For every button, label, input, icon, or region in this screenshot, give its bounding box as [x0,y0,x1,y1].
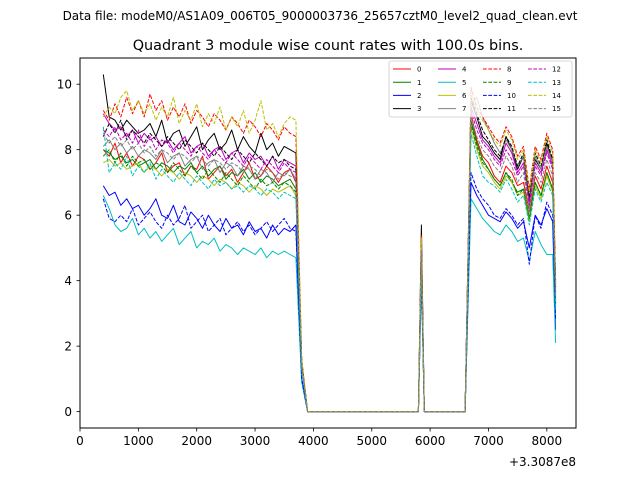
x-tick-label: 2000 [181,434,212,448]
chart-title: Quadrant 3 module wise count rates with … [133,38,524,54]
legend-label-8: 8 [507,66,511,74]
series-line-13 [102,126,557,413]
y-tick-label: 4 [64,274,72,288]
series-line-15 [102,116,557,413]
x-tick-label: 5000 [356,434,387,448]
x-tick-label: 7000 [473,434,504,448]
y-axis: 0 2 4 6 8 10 [57,77,80,419]
series-line-14 [102,90,557,413]
legend-label-10: 10 [507,92,516,100]
y-tick-label: 6 [64,208,72,222]
series-line-7 [102,96,557,413]
series-line-5 [102,195,557,413]
legend-label-3: 3 [417,105,421,113]
x-tick-label: 3000 [240,434,271,448]
legend-box [388,60,573,118]
legend-label-14: 14 [552,92,561,100]
series-line-11 [102,96,557,413]
legend-label-11: 11 [507,105,516,113]
legend-label-12: 12 [552,66,561,74]
y-tick-label: 10 [57,77,72,91]
legend-label-7: 7 [462,105,466,113]
x-tick-label: 0 [76,434,84,448]
series-line-12 [102,109,557,413]
series-line-2 [102,181,557,413]
series-line-9 [102,123,557,413]
legend-label-2: 2 [417,92,421,100]
legend-label-0: 0 [417,66,421,74]
legend-label-15: 15 [552,105,561,113]
series-line-1 [103,119,557,413]
series-line-0 [102,113,557,413]
legend-label-9: 9 [507,79,511,87]
legend-label-13: 13 [552,79,561,87]
series-line-3 [102,74,557,413]
x-axis: 0 1000 2000 3000 4000 5000 6000 7000 8000 [76,428,562,448]
x-tick-label: 8000 [532,434,563,448]
series-line-6 [103,126,557,413]
legend-label-4: 4 [462,66,467,74]
x-tick-label: 1000 [123,434,154,448]
chart-suptitle: Data file: modeM0/AS1A09_006T05_90000037… [63,9,578,23]
x-tick-label: 6000 [415,434,446,448]
plot-area [102,74,557,413]
series-line-4 [102,106,557,413]
x-tick-label: 4000 [298,434,329,448]
y-tick-label: 0 [64,405,72,419]
legend-label-1: 1 [417,79,421,87]
y-tick-label: 2 [64,339,72,353]
x-axis-offset-label: +3.3087e8 [509,455,576,469]
legend-label-5: 5 [462,79,466,87]
axes-frame [79,57,577,429]
y-tick-label: 8 [64,143,72,157]
legend-label-6: 6 [462,92,467,100]
series-line-10 [102,172,557,413]
